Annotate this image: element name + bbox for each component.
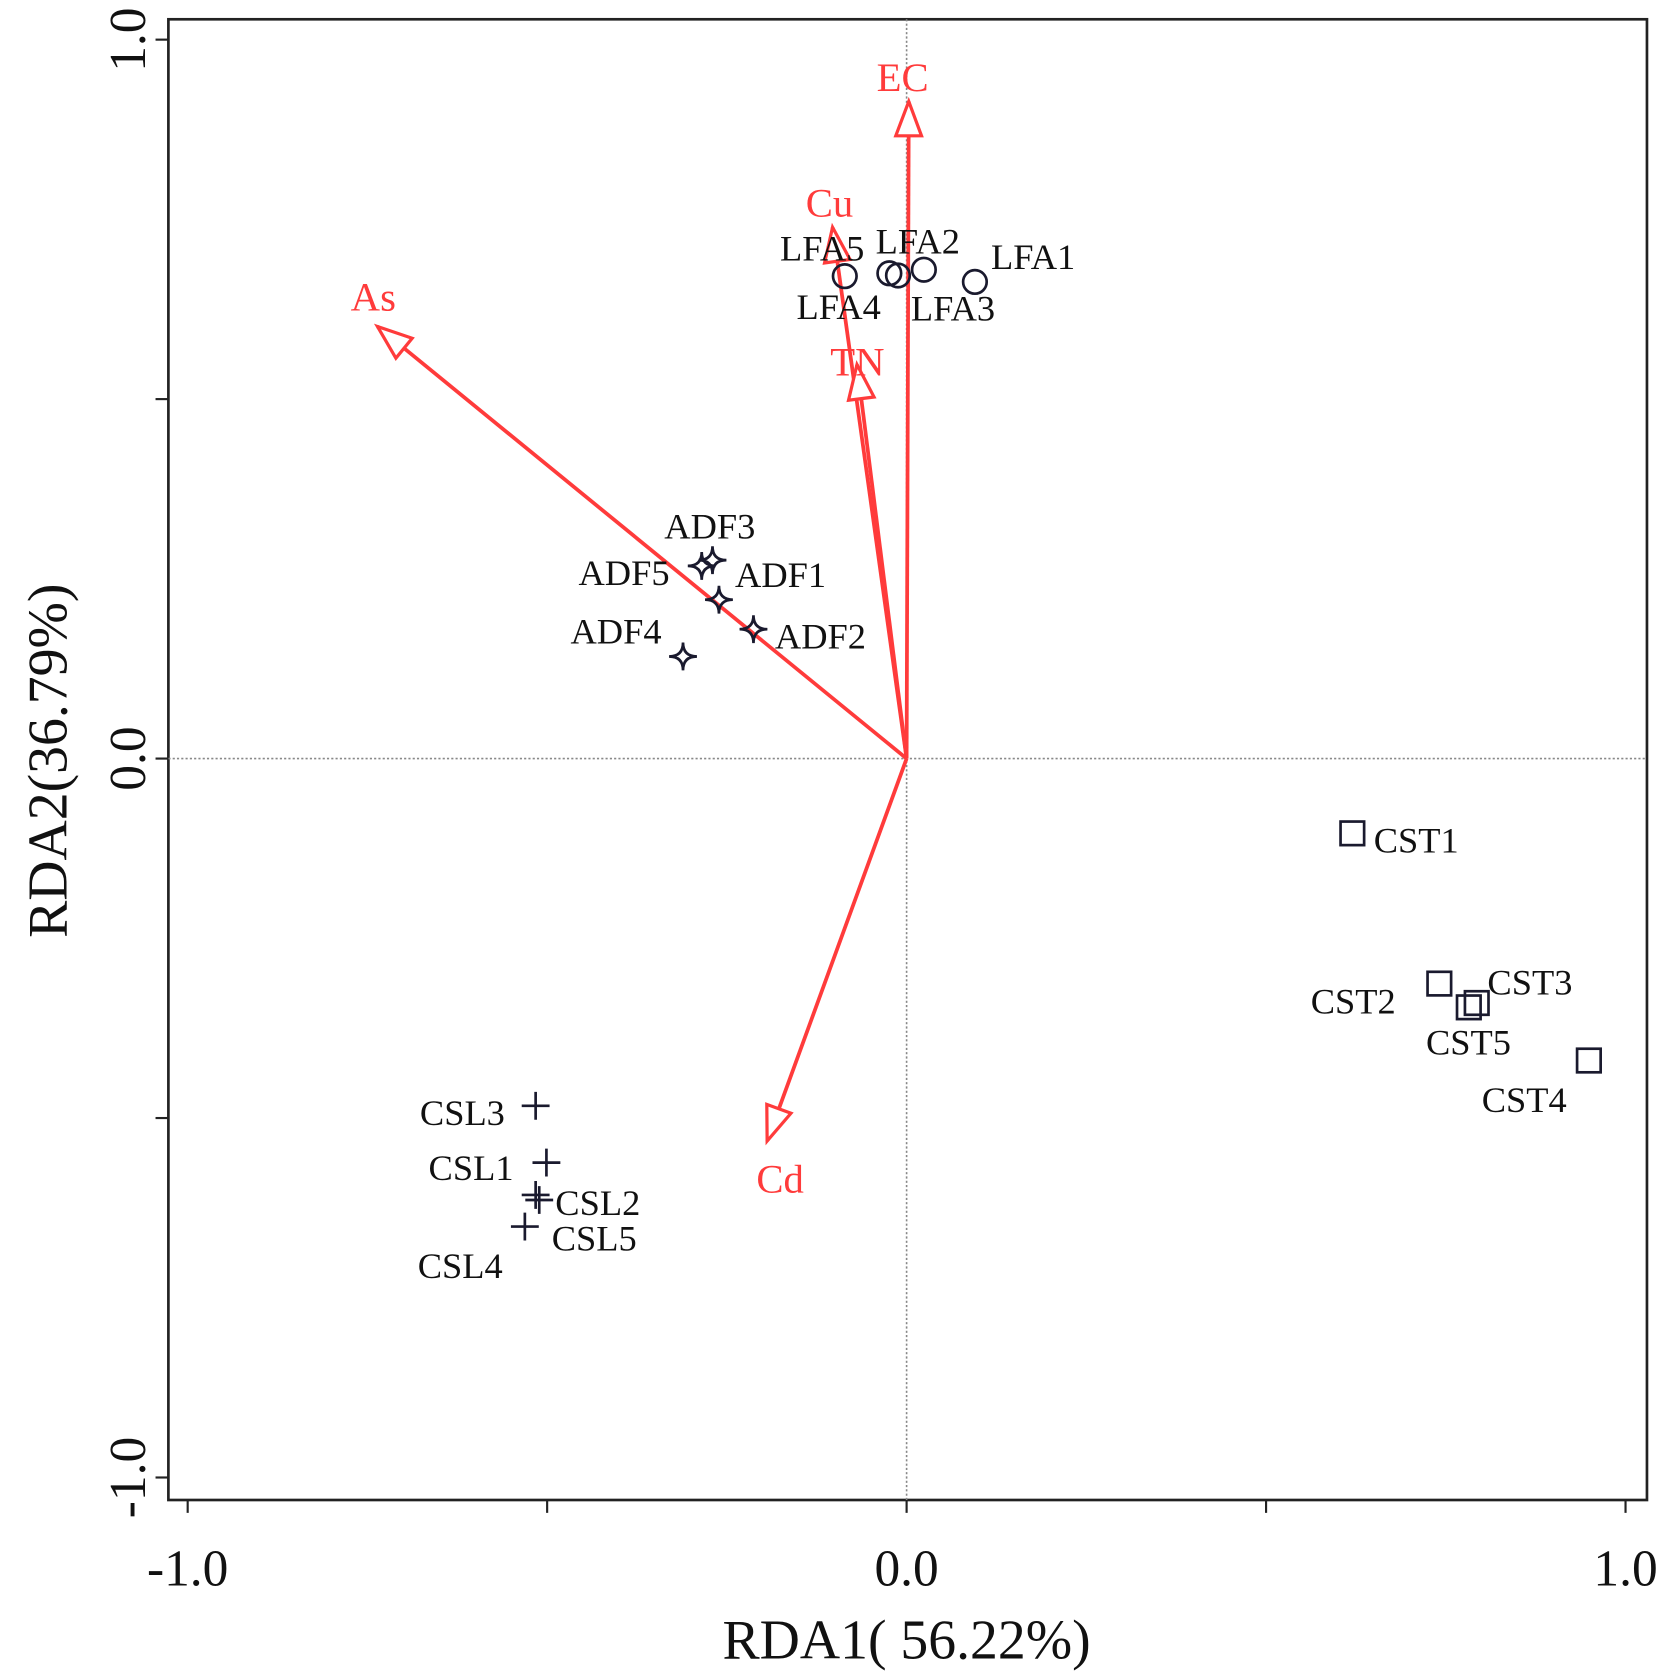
point-label: CST5 [1426, 1022, 1511, 1062]
point-label: ADF2 [775, 616, 866, 656]
point-adf1: ADF1 [704, 555, 826, 614]
arrowhead-icon [373, 323, 415, 361]
point-label: CST4 [1482, 1080, 1567, 1120]
arrow-label-tn: TN [830, 339, 884, 384]
plus-marker-icon [510, 1212, 539, 1241]
y-axis-label: RDA2(36.79%) [18, 584, 80, 938]
arrow-ec [904, 101, 911, 759]
point-label: ADF5 [578, 553, 669, 593]
x-axis-label: RDA1( 56.22%) [722, 1610, 1090, 1672]
circle-marker-icon [910, 256, 937, 283]
arrowhead-icon [893, 96, 924, 138]
point-cst1: CST1 [1339, 820, 1459, 861]
point-lfa1: LFA1 [961, 237, 1075, 296]
point-lfa2: LFA2 [876, 222, 960, 283]
plus-marker-icon [521, 1091, 550, 1120]
star-marker-icon [739, 615, 768, 644]
arrowhead-icon [846, 360, 877, 403]
point-label: CSL4 [418, 1246, 503, 1286]
x-tick-label: 0.0 [874, 1541, 938, 1598]
point-label: CST1 [1374, 821, 1459, 861]
star-marker-icon [687, 551, 716, 580]
star-marker-icon [669, 642, 698, 671]
plus-marker-icon [532, 1148, 561, 1177]
point-label: LFA2 [876, 222, 960, 262]
square-marker-icon [1575, 1047, 1602, 1074]
x-tick-label: -1.0 [147, 1541, 228, 1598]
arrow-label-cu: Cu [806, 181, 854, 226]
point-label: CST2 [1311, 982, 1396, 1022]
point-csl2: CSL2 [525, 1183, 640, 1223]
circle-marker-icon [961, 268, 989, 296]
point-label: ADF4 [571, 612, 662, 652]
circle-marker-icon [876, 260, 903, 287]
point-lfa4: LFA4 [797, 263, 881, 327]
point-label: LFA1 [991, 237, 1075, 277]
y-tick-label: 0.0 [100, 726, 157, 790]
plus-marker-icon [521, 1181, 550, 1209]
circle-marker-icon [831, 263, 858, 290]
y-tick-label: 1.0 [100, 8, 157, 72]
square-marker-icon [1426, 970, 1453, 997]
point-label: CSL1 [429, 1148, 514, 1188]
arrow-cd [765, 757, 909, 1142]
square-marker-icon [1455, 994, 1482, 1021]
point-label: CSL3 [420, 1093, 505, 1133]
point-label: CST3 [1487, 962, 1572, 1002]
square-marker-icon [1339, 820, 1366, 847]
point-cst2: CST2 [1311, 970, 1453, 1022]
arrow-tn [855, 364, 909, 759]
x-tick-label: 1.0 [1593, 1541, 1657, 1598]
point-csl5: CSL5 [521, 1181, 637, 1259]
star-marker-icon [698, 546, 727, 575]
point-label: CSL5 [552, 1219, 637, 1259]
point-csl1: CSL1 [429, 1148, 561, 1188]
point-label: LFA5 [780, 228, 864, 268]
point-cst4: CST4 [1482, 1047, 1602, 1120]
point-adf2: ADF2 [739, 615, 866, 656]
point-cst5: CST5 [1426, 994, 1511, 1062]
arrowhead-icon [822, 222, 853, 265]
arrow-label-cd: Cd [756, 1156, 804, 1201]
point-label: LFA4 [797, 287, 881, 327]
point-lfa3: LFA3 [884, 262, 995, 328]
y-tick-label: -1.0 [100, 1437, 157, 1518]
plus-marker-icon [525, 1186, 554, 1214]
point-adf4: ADF4 [571, 612, 698, 671]
point-csl3: CSL3 [420, 1091, 550, 1133]
point-label: ADF1 [735, 555, 826, 595]
point-lfa5: LFA5 [780, 228, 903, 287]
point-cst3: CST3 [1463, 962, 1572, 1017]
point-label: LFA3 [911, 288, 995, 328]
arrow-label-as: As [351, 274, 396, 319]
arrow-as [376, 325, 908, 761]
point-adf3: ADF3 [664, 507, 755, 575]
square-marker-icon [1463, 989, 1490, 1017]
point-csl4: CSL4 [418, 1212, 539, 1286]
arrowhead-icon [765, 1102, 794, 1146]
star-marker-icon [704, 585, 733, 614]
point-adf5: ADF5 [578, 551, 716, 593]
arrow-label-ec: EC [877, 55, 929, 100]
point-label: CSL2 [555, 1183, 640, 1223]
point-label: ADF3 [664, 507, 755, 547]
